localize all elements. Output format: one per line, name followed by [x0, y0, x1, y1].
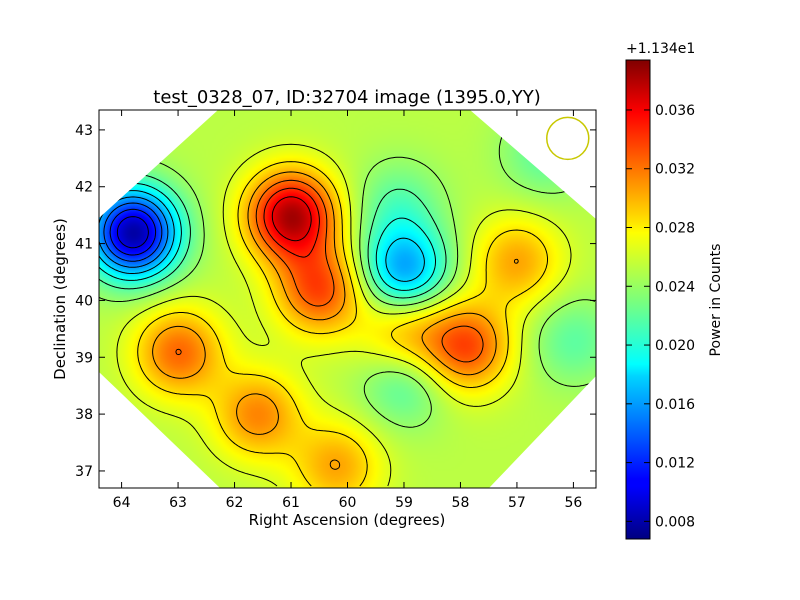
beam-marker: [546, 116, 590, 161]
colorbar-tick-label: 0.016: [655, 397, 695, 413]
x-tick-label: 62: [226, 495, 244, 511]
colorbar-tick-label: 0.032: [655, 162, 695, 178]
y-tick-label: 40: [75, 293, 93, 309]
x-tick-label: 64: [113, 495, 131, 511]
heatmap-image: [99, 110, 596, 488]
colorbar-label: Power in Counts: [708, 244, 724, 357]
chart-title: test_0328_07, ID:32704 image (1395.0,YY): [153, 87, 540, 108]
x-tick-label: 57: [508, 495, 526, 511]
contour-line-0: [116, 216, 149, 249]
y-axis-label: Declination (degrees): [51, 218, 69, 380]
x-axis: 64 63 62 61 60 59 58 57 56: [113, 110, 582, 511]
contour-line-11: [175, 179, 484, 363]
contour-line-2: [103, 202, 163, 262]
colorbar-tick-label: 0.036: [655, 103, 695, 119]
y-tick-label: 39: [75, 350, 93, 366]
x-tick-label: 63: [169, 495, 187, 511]
colorbar-offset-label: +1.134e1: [626, 41, 695, 57]
colorbar-ticks: 0.008 0.012 0.016 0.020 0.024 0.028 0.032 0.036: [626, 103, 695, 530]
contour-line-9: [137, 161, 548, 487]
x-tick-label: 61: [282, 495, 300, 511]
y-tick-label: 37: [75, 464, 93, 480]
colorbar-tick-label: 0.012: [655, 456, 695, 472]
x-tick-label: 58: [452, 495, 470, 511]
contour-line-8: [116, 143, 572, 487]
x-tick-label: 56: [564, 495, 582, 511]
x-axis-label: Right Ascension (degrees): [249, 511, 446, 529]
colorbar-bar: [625, 59, 651, 540]
y-tick-label: 38: [75, 407, 93, 423]
colorbar: 0.008 0.012 0.016 0.020 0.024 0.028 0.032 0.036…: [625, 41, 724, 540]
x-tick-label: 59: [395, 495, 413, 511]
colorbar-tick-label: 0.020: [655, 338, 695, 354]
x-tick-label: 60: [339, 495, 357, 511]
contour-line-10: [152, 171, 519, 470]
contour-line-13: [271, 196, 312, 242]
colorbar-tick-label: 0.024: [655, 279, 695, 295]
contour-line-12: [263, 187, 320, 258]
y-tick-label: 43: [75, 123, 93, 139]
colorbar-tick-label: 0.028: [655, 221, 695, 237]
y-tick-label: 42: [75, 180, 93, 196]
colorbar-tick-label: 0.008: [655, 514, 695, 530]
y-axis: 37 38 39 40 41 42 43: [75, 123, 596, 480]
heatmap-area: [99, 110, 596, 488]
y-tick-label: 41: [75, 237, 93, 253]
contour-line-1: [109, 208, 157, 256]
